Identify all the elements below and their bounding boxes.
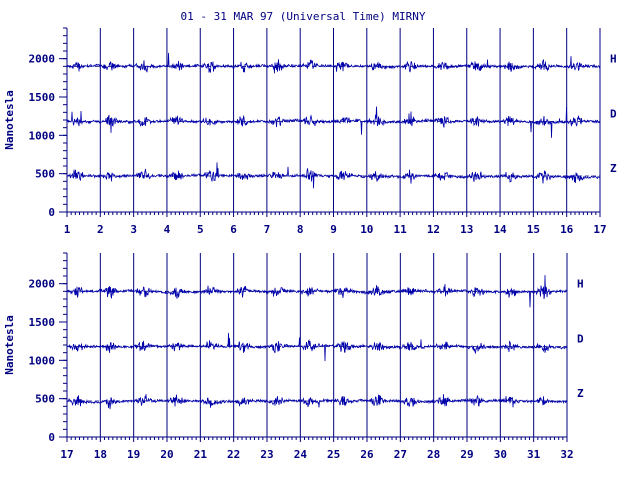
y-tick-label: 0 [48,206,55,219]
series-label-D: D [610,108,617,121]
y-tick-label: 1000 [29,354,56,367]
x-tick-label: 19 [127,448,140,461]
series-line-H [66,52,601,74]
x-tick-label: 21 [194,448,208,461]
x-tick-label: 15 [527,223,540,236]
x-tick-label: 17 [593,223,606,236]
x-tick-label: 8 [297,223,304,236]
x-tick-label: 6 [230,223,237,236]
y-tick-label: 1000 [29,129,56,142]
series-line-D [66,106,601,138]
y-axis-label: Nanotesla [3,90,16,150]
y-axis-label: Nanotesla [3,315,16,375]
y-tick-label: 2000 [29,278,56,291]
y-tick-label: 500 [35,168,55,181]
x-tick-label: 9 [330,223,337,236]
x-tick-label: 13 [460,223,473,236]
x-tick-label: 5 [197,223,204,236]
x-tick-label: 11 [394,223,408,236]
x-tick-label: 27 [394,448,407,461]
x-tick-label: 17 [60,448,73,461]
series-label-H: H [610,52,617,65]
x-tick-label: 10 [360,223,373,236]
x-tick-label: 20 [160,448,173,461]
series-label-Z: Z [610,162,617,175]
series-line-D [66,332,568,362]
x-tick-label: 2 [97,223,104,236]
x-tick-label: 32 [560,448,573,461]
x-tick-label: 12 [427,223,440,236]
x-tick-label: 7 [264,223,271,236]
chart-panel-2: 0 500 1000 1500 2000 17 18 19 20 21 22 23 24 25 26 27 28… [3,252,584,461]
x-tick-label: 3 [130,223,137,236]
y-tick-label: 500 [35,393,55,406]
x-tick-label: 16 [560,223,574,236]
x-tick-label: 4 [164,223,171,236]
x-tick-label: 14 [493,223,507,236]
x-tick-label: 25 [327,448,340,461]
series-label-D: D [577,333,584,346]
y-tick-label: 1500 [29,316,56,329]
series-label-H: H [577,277,584,290]
x-tick-label: 30 [494,448,507,461]
series-label-Z: Z [577,387,584,400]
x-tick-label: 29 [460,448,473,461]
x-tick-label: 26 [360,448,374,461]
x-tick-label: 24 [294,448,308,461]
series-line-Z [66,394,567,410]
x-tick-label: 1 [64,223,71,236]
chart-title: 01 - 31 MAR 97 (Universal Time) MIRNY [180,10,425,23]
x-tick-label: 23 [260,448,273,461]
y-tick-label: 1500 [29,91,56,104]
y-tick-label: 0 [48,431,55,444]
x-tick-label: 18 [94,448,107,461]
x-tick-label: 28 [427,448,440,461]
series-line-H [66,275,568,308]
x-tick-label: 31 [527,448,541,461]
x-tick-label: 22 [227,448,240,461]
series-line-Z [66,162,601,189]
y-tick-label: 2000 [29,53,56,66]
